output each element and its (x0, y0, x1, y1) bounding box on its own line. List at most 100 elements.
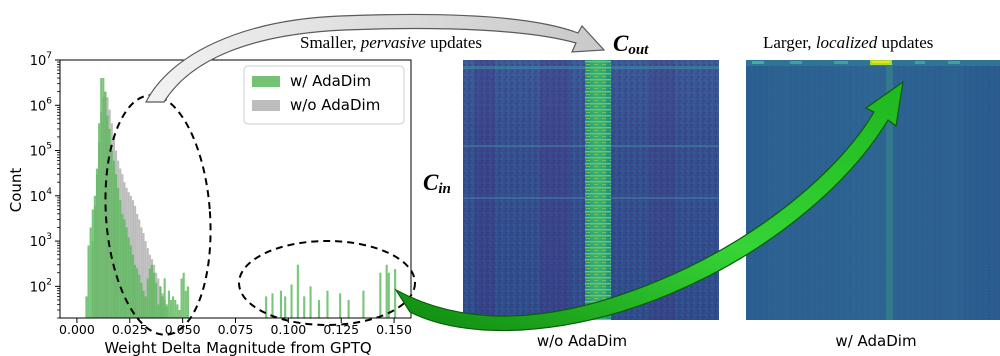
histogram-bar-with (178, 310, 181, 318)
histogram-bar-with (159, 286, 162, 318)
histogram-bar-with (106, 115, 109, 318)
histogram-bar-with (165, 304, 168, 318)
histogram-bar-with (140, 282, 143, 318)
histogram-bar-with (326, 290, 329, 318)
histogram-bar-with (284, 296, 287, 318)
series-with-adadim (85, 78, 397, 319)
heatmap-with-adadim (746, 60, 1000, 320)
histogram-bar-with (119, 200, 122, 318)
histogram-bar-with (110, 150, 113, 318)
y-tick-label: 102 (30, 277, 52, 295)
histogram-bar-without (157, 278, 160, 318)
y-tick-label: 106 (30, 96, 53, 114)
histogram-bar-without (142, 233, 145, 318)
histogram-bar-with (93, 195, 96, 318)
histogram-bar-with (176, 304, 179, 318)
y-tick-label: 105 (30, 142, 52, 160)
y-axis-ticks: 102 103 104 105 106 107 (30, 51, 60, 319)
x-axis-label: Weight Delta Magnitude from GPTQ (104, 339, 371, 356)
histogram-bar-with (309, 286, 312, 318)
histogram-bar-with (127, 237, 130, 318)
x-tick-label: 0.075 (218, 322, 254, 337)
histogram-bar-with (108, 128, 111, 318)
histogram-bar-with (169, 299, 173, 318)
histogram-bar-with (394, 269, 397, 318)
histogram-bar-with (339, 293, 342, 318)
y-tick-label: 103 (30, 232, 52, 250)
legend-label-with: w/ AdaDim (290, 72, 371, 90)
heatmap-left-label: w/o AdaDim (537, 332, 627, 350)
histogram-bar-with (303, 296, 306, 318)
histogram-bar-with (89, 227, 92, 318)
histogram-bar-with (290, 284, 293, 318)
histogram-bar-with (138, 274, 141, 318)
histogram-bar-with (129, 245, 132, 318)
histogram-bar-with (317, 299, 321, 318)
histogram-bar-with (114, 174, 118, 318)
histogram-bar-with (102, 78, 105, 319)
histogram-bar-with (180, 278, 183, 318)
histogram-bar-with (146, 278, 149, 318)
histogram-bar-with (112, 160, 115, 318)
histogram-bar-with (123, 219, 126, 318)
histogram-bar-with (131, 254, 134, 318)
histogram-bar-with (182, 272, 185, 318)
y-axis-label: Count (7, 168, 25, 213)
x-tick-label: 0.000 (59, 322, 95, 337)
histogram-bar-with (347, 299, 350, 318)
caption-right: Larger, localized updates (763, 33, 933, 52)
histogram-bar-with (121, 213, 124, 318)
histogram-bar-with (117, 187, 120, 318)
histogram-bar-with (265, 296, 268, 318)
histogram-bar-without (138, 219, 141, 318)
legend-swatch-without (252, 100, 280, 111)
histogram-bar-with (148, 268, 151, 318)
histogram-bar-with (174, 299, 177, 318)
histogram-bar-with (184, 290, 187, 318)
x-tick-label: 0.025 (112, 322, 148, 337)
histogram-bar-with (271, 293, 274, 318)
histogram-bar-with (100, 78, 103, 319)
histogram-bar-with (186, 286, 189, 318)
histogram-bar-with (125, 227, 128, 318)
histogram-bar-with (362, 290, 365, 318)
heatmap-without-adadim (463, 60, 719, 320)
histogram-bar-without (134, 205, 137, 318)
histogram-bar-with (279, 290, 283, 318)
gray-curved-arrow (145, 13, 606, 103)
histogram-bar-with (95, 168, 99, 318)
histogram-bar-with (144, 296, 147, 318)
c-in-label: Cin (423, 170, 451, 197)
histogram-bar-with (155, 282, 158, 318)
histogram-bar-with (85, 296, 88, 318)
histogram-bar-with (87, 245, 90, 318)
legend-box (243, 65, 405, 125)
histogram-bar-with (379, 272, 382, 318)
histogram-bar-with (163, 278, 166, 318)
caption-left: Smaller, pervasive updates (300, 33, 482, 52)
histogram-bar-with (150, 264, 154, 318)
histogram-bar-without (136, 213, 139, 318)
legend-swatch-with (252, 76, 280, 87)
histogram-bar-without (144, 241, 147, 318)
y-tick-label: 107 (30, 51, 52, 69)
histogram-bar-with (387, 272, 390, 318)
green-curved-arrow (394, 80, 904, 332)
heatmap-right-label: w/ AdaDim (835, 332, 916, 350)
histogram-bar-with (161, 296, 164, 318)
histogram-bar-with (98, 123, 101, 318)
dashed-ellipse-outliers (238, 240, 416, 326)
histogram-bar-with (134, 264, 137, 318)
histogram-bar-with (91, 209, 94, 318)
histogram-bar-with (296, 264, 299, 318)
histogram-bar-with (153, 272, 156, 318)
x-tick-label: 0.100 (270, 322, 306, 337)
legend: w/ AdaDim w/o AdaDim (243, 65, 405, 125)
legend-label-without: w/o AdaDim (290, 96, 380, 114)
histogram-bar-with (136, 268, 139, 318)
histogram-bar-with (167, 290, 170, 318)
histogram-bar-without (140, 227, 143, 318)
histogram-bar-with (172, 296, 175, 318)
histogram-bar-with (142, 290, 145, 318)
